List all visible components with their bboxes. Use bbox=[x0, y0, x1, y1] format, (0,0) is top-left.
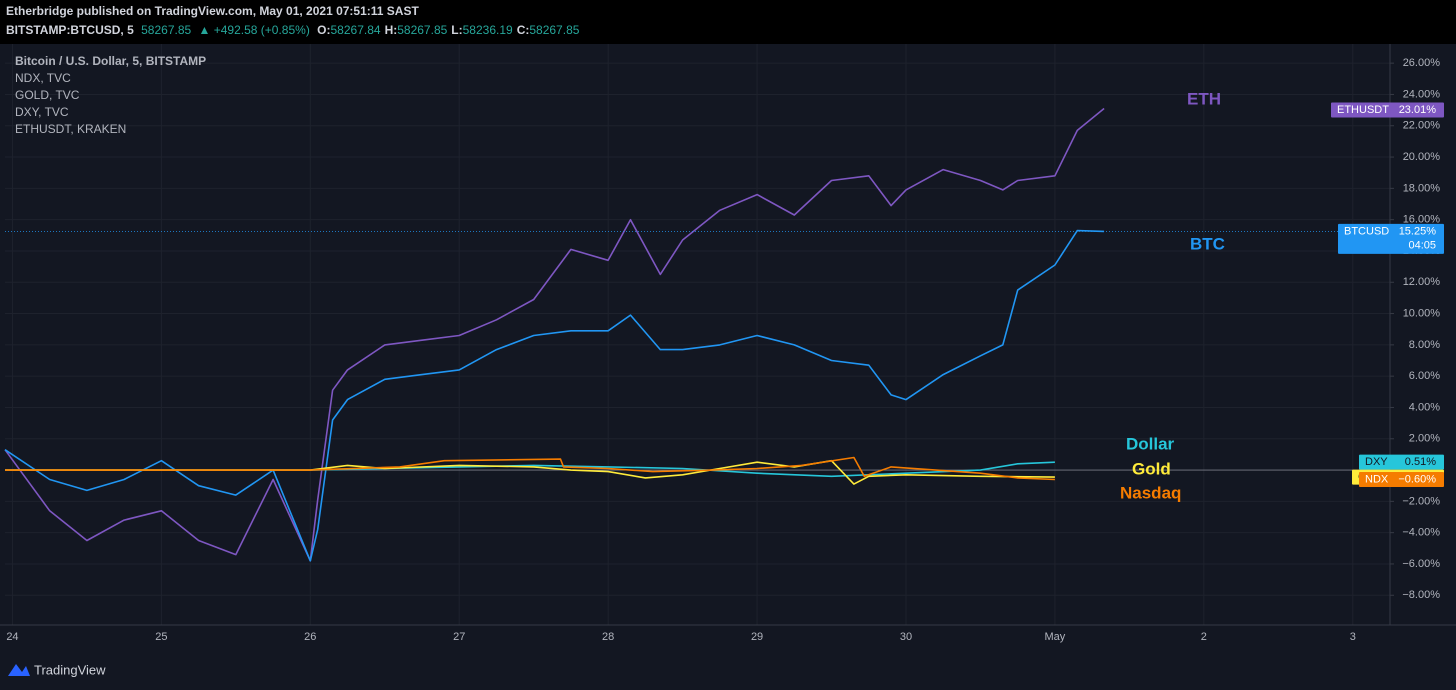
annotation: ETH bbox=[1187, 89, 1221, 108]
price-label-value: 0.51% bbox=[1405, 456, 1436, 468]
y-tick-label: 6.00% bbox=[1409, 370, 1440, 382]
annotation: Dollar bbox=[1126, 434, 1175, 453]
y-tick-label: 4.00% bbox=[1409, 401, 1440, 413]
series-line bbox=[4, 107, 1105, 562]
price-label-box bbox=[1331, 102, 1444, 118]
price-label-name: ETHUSDT bbox=[1337, 104, 1389, 116]
ohlc-value: 58267.85 bbox=[529, 23, 579, 37]
change: ▲ +492.58 (+0.85%) bbox=[199, 23, 310, 37]
y-tick-label: 26.00% bbox=[1403, 57, 1441, 69]
price-label-name: NDX bbox=[1365, 473, 1389, 485]
y-tick-label: 24.00% bbox=[1403, 88, 1441, 100]
price-label-value: 23.01% bbox=[1399, 104, 1437, 116]
symbol: BITSTAMP:BTCUSD, 5 bbox=[6, 23, 134, 37]
ohlc-key: O: bbox=[317, 23, 330, 37]
legend-entry: Bitcoin / U.S. Dollar, 5, BITSTAMP bbox=[15, 54, 206, 68]
plot bbox=[4, 44, 1390, 625]
ohlc-key: H: bbox=[385, 23, 398, 37]
price: 58267.85 bbox=[141, 23, 191, 37]
y-tick-label: −2.00% bbox=[1402, 495, 1440, 507]
price-label-value: 15.25% bbox=[1399, 225, 1437, 237]
price-label-box bbox=[1338, 223, 1444, 254]
price-label: NDX −0.60% bbox=[1359, 471, 1444, 487]
annotation: Nasdaq bbox=[1120, 483, 1181, 502]
legend-entry: NDX, TVC bbox=[15, 71, 71, 85]
y-tick-label: 8.00% bbox=[1409, 339, 1440, 351]
y-tick-label: 10.00% bbox=[1403, 307, 1441, 319]
header-title-text: Etherbridge published on TradingView.com… bbox=[6, 4, 419, 18]
price-label: BTCUSD 15.25% 04:05 bbox=[1338, 223, 1444, 254]
x-tick-label: May bbox=[1045, 631, 1066, 643]
y-tick-label: 16.00% bbox=[1403, 214, 1441, 226]
price-label: ETHUSDT 23.01% bbox=[1331, 102, 1444, 118]
x-tick-label: 29 bbox=[751, 631, 763, 643]
ohlc-key: C: bbox=[517, 23, 530, 37]
y-tick-label: 12.00% bbox=[1403, 276, 1441, 288]
ohlc-key: L: bbox=[451, 23, 462, 37]
x-tick-label: 30 bbox=[900, 631, 912, 643]
y-tick-label: −6.00% bbox=[1402, 558, 1440, 570]
x-tick-label: 26 bbox=[304, 631, 316, 643]
brand-logo bbox=[8, 664, 30, 676]
ohlc-value: 58267.85 bbox=[397, 23, 447, 37]
x-tick-label: 24 bbox=[6, 631, 18, 643]
annotation: BTC bbox=[1190, 234, 1225, 253]
series-line bbox=[5, 456, 1055, 481]
header-quote: BITSTAMP:BTCUSD, 5 58267.85 ▲ +492.58 (+… bbox=[6, 23, 580, 37]
header-bar bbox=[0, 0, 1456, 44]
brand-name: TradingView bbox=[34, 662, 106, 677]
y-tick-label: −4.00% bbox=[1402, 527, 1440, 539]
ohlc-value: 58236.19 bbox=[463, 23, 513, 37]
annotation: Gold bbox=[1132, 459, 1171, 478]
price-label: DXY 0.51% bbox=[1359, 454, 1444, 470]
price-label-box bbox=[1359, 454, 1444, 470]
countdown: 04:05 bbox=[1408, 239, 1436, 251]
price-label-name: DXY bbox=[1365, 456, 1388, 468]
series-line bbox=[4, 229, 1105, 562]
x-tick-label: 2 bbox=[1201, 631, 1207, 643]
price-label-name: BTCUSD bbox=[1344, 225, 1389, 237]
header-title: Etherbridge published on TradingView.com… bbox=[6, 4, 419, 18]
y-tick-label: −8.00% bbox=[1402, 589, 1440, 601]
legend-entry: DXY, TVC bbox=[15, 105, 69, 119]
y-tick-label: 2.00% bbox=[1409, 433, 1440, 445]
legend-entry: ETHUSDT, KRAKEN bbox=[15, 122, 126, 136]
price-label-value: −0.60% bbox=[1398, 473, 1436, 485]
x-tick-label: 28 bbox=[602, 631, 614, 643]
legend-entry: GOLD, TVC bbox=[15, 88, 80, 102]
x-tick-label: 27 bbox=[453, 631, 465, 643]
x-tick-label: 25 bbox=[155, 631, 167, 643]
ohlc-value: 58267.84 bbox=[331, 23, 381, 37]
y-tick-label: 18.00% bbox=[1403, 182, 1441, 194]
y-tick-label: 20.00% bbox=[1403, 151, 1441, 163]
price-label-box bbox=[1359, 471, 1444, 487]
y-tick-label: 22.00% bbox=[1403, 120, 1441, 132]
x-tick-label: 3 bbox=[1350, 631, 1356, 643]
brand: TradingView bbox=[8, 662, 106, 677]
